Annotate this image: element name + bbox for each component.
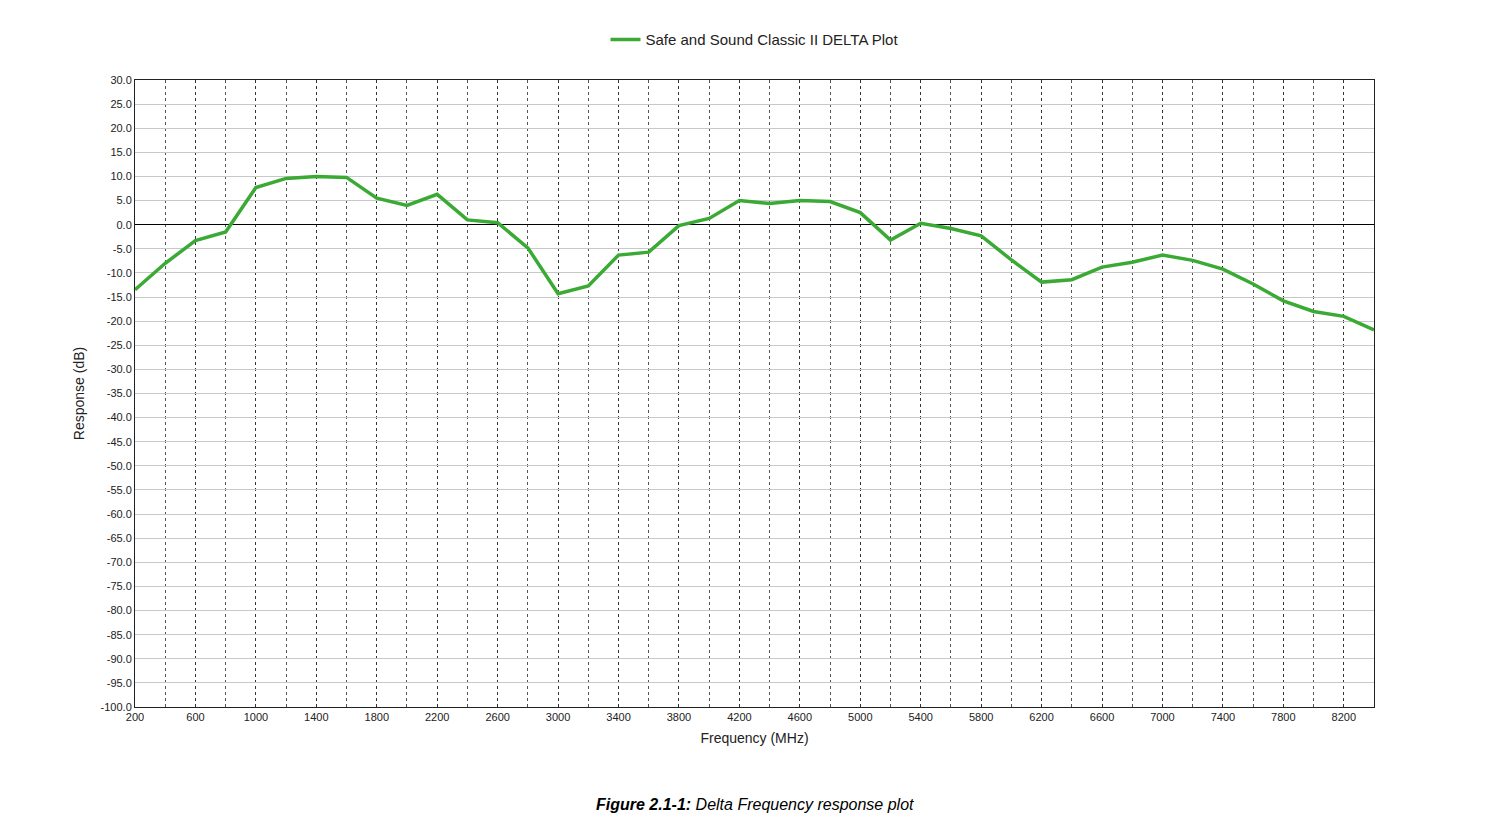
svg-text:5400: 5400	[908, 711, 932, 723]
svg-text:-5.0: -5.0	[113, 243, 132, 255]
svg-text:5.0: 5.0	[117, 194, 132, 206]
svg-text:-10.0: -10.0	[107, 267, 132, 279]
svg-text:10.0: 10.0	[110, 170, 131, 182]
svg-text:7800: 7800	[1271, 711, 1295, 723]
svg-text:-40.0: -40.0	[107, 411, 132, 423]
svg-text:20.0: 20.0	[110, 122, 131, 134]
svg-text:30.0: 30.0	[110, 74, 131, 86]
svg-text:1800: 1800	[365, 711, 389, 723]
svg-text:8200: 8200	[1332, 711, 1356, 723]
svg-text:7400: 7400	[1211, 711, 1235, 723]
svg-text:15.0: 15.0	[110, 146, 131, 158]
svg-text:6600: 6600	[1090, 711, 1114, 723]
svg-text:3400: 3400	[606, 711, 630, 723]
svg-text:-45.0: -45.0	[107, 436, 132, 448]
svg-text:-95.0: -95.0	[107, 677, 132, 689]
svg-text:-50.0: -50.0	[107, 460, 132, 472]
svg-text:25.0: 25.0	[110, 98, 131, 110]
svg-text:4600: 4600	[788, 711, 812, 723]
svg-text:600: 600	[186, 711, 204, 723]
svg-text:-30.0: -30.0	[107, 363, 132, 375]
svg-text:1000: 1000	[244, 711, 268, 723]
svg-text:2600: 2600	[485, 711, 509, 723]
svg-text:5000: 5000	[848, 711, 872, 723]
svg-text:5800: 5800	[969, 711, 993, 723]
svg-text:200: 200	[126, 711, 144, 723]
svg-text:0.0: 0.0	[117, 219, 132, 231]
svg-text:-60.0: -60.0	[107, 508, 132, 520]
svg-text:1400: 1400	[304, 711, 328, 723]
svg-text:-75.0: -75.0	[107, 580, 132, 592]
svg-text:-35.0: -35.0	[107, 387, 132, 399]
svg-text:-90.0: -90.0	[107, 653, 132, 665]
svg-text:-85.0: -85.0	[107, 629, 132, 641]
svg-text:Response (dB): Response (dB)	[71, 347, 87, 440]
svg-text:-100.0: -100.0	[101, 701, 132, 713]
svg-text:-20.0: -20.0	[107, 315, 132, 327]
svg-text:3000: 3000	[546, 711, 570, 723]
svg-text:-80.0: -80.0	[107, 604, 132, 616]
svg-text:Safe and Sound Classic II DELT: Safe and Sound Classic II DELTA Plot	[646, 31, 899, 48]
svg-text:6200: 6200	[1029, 711, 1053, 723]
svg-text:3800: 3800	[667, 711, 691, 723]
svg-text:-55.0: -55.0	[107, 484, 132, 496]
svg-text:-70.0: -70.0	[107, 556, 132, 568]
svg-text:-25.0: -25.0	[107, 339, 132, 351]
svg-text:Figure 2.1-1: Delta Frequency: Figure 2.1-1: Delta Frequency response p…	[596, 796, 914, 813]
svg-text:2200: 2200	[425, 711, 449, 723]
svg-text:4200: 4200	[727, 711, 751, 723]
svg-text:-65.0: -65.0	[107, 532, 132, 544]
svg-text:-15.0: -15.0	[107, 291, 132, 303]
svg-text:Frequency (MHz): Frequency (MHz)	[700, 730, 808, 746]
svg-text:7000: 7000	[1150, 711, 1174, 723]
